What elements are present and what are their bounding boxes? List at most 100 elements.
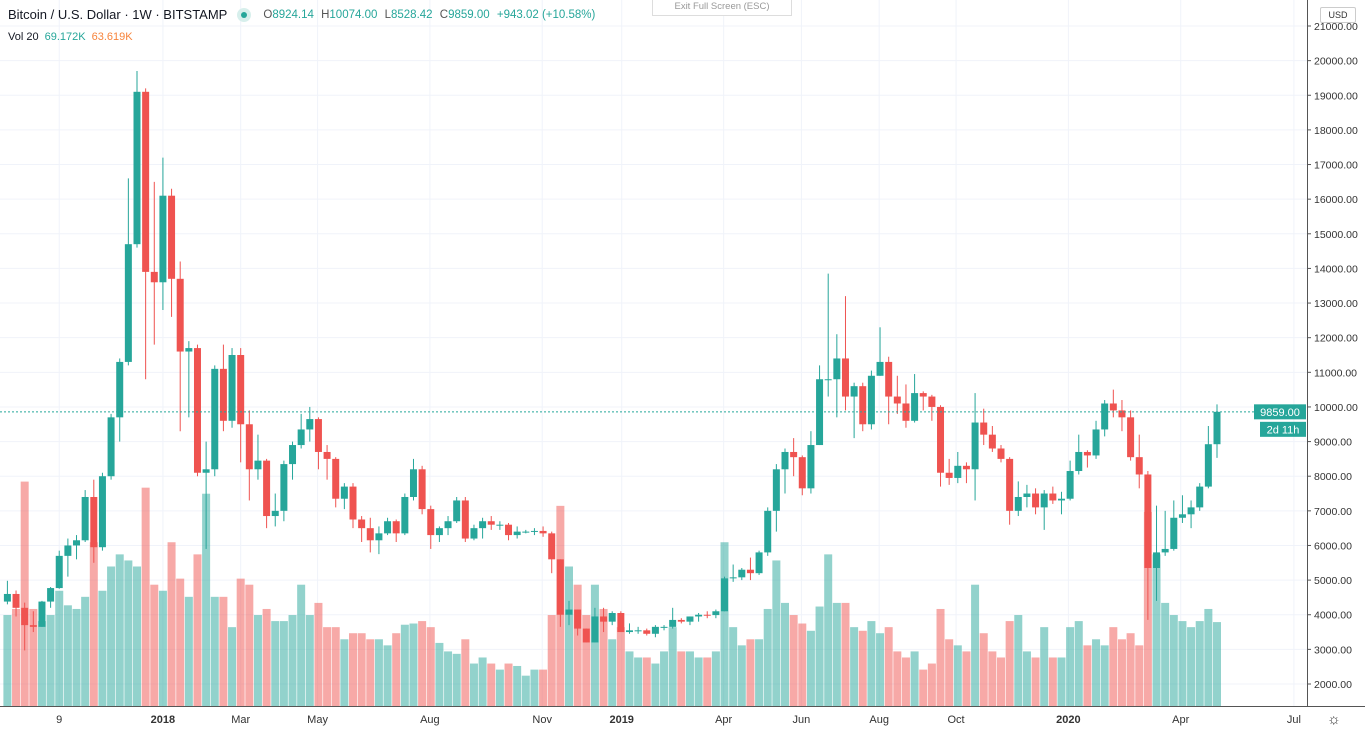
volume-value: 69.172K (44, 31, 86, 43)
volume-bar (919, 669, 928, 706)
volume-bar (409, 623, 418, 706)
y-tick-label: 16000.00 (1314, 194, 1358, 206)
volume-bar (305, 615, 314, 706)
symbol-title[interactable]: Bitcoin / U.S. Dollar · 1W · BITSTAMP (8, 7, 228, 22)
x-tick-label: 9 (56, 714, 62, 726)
x-tick-label: Apr (1172, 714, 1189, 726)
candle-body (81, 496, 89, 541)
candle-body (937, 406, 945, 473)
candle-body (1213, 411, 1221, 445)
candle-body (470, 528, 478, 539)
candle-body (185, 348, 193, 352)
x-tick-label: Jul (1287, 714, 1301, 726)
x-tick-label: Aug (869, 714, 889, 726)
volume-bar (374, 639, 383, 706)
candle-body (453, 500, 461, 522)
volume-bar (37, 621, 46, 706)
volume-bar (997, 657, 1005, 706)
volume-bar (236, 578, 245, 706)
volume-bar (660, 651, 669, 706)
candle-body (625, 630, 633, 633)
candle-body (1109, 403, 1117, 411)
candle-body (669, 619, 677, 627)
bar-countdown-tag (1260, 421, 1306, 437)
candle-body (444, 521, 452, 529)
candle-body (1187, 507, 1195, 515)
volume-bar (634, 657, 643, 706)
candle-body (1032, 493, 1040, 508)
candle-body (867, 375, 875, 425)
y-tick-label: 2000.00 (1314, 679, 1352, 691)
candle-body (1023, 493, 1031, 497)
volume-bar (1066, 627, 1075, 706)
volume-bar (590, 584, 599, 706)
volume-bar (366, 639, 375, 706)
candle-body (824, 379, 832, 381)
candle-body (1170, 517, 1178, 549)
y-tick-label: 19000.00 (1314, 90, 1358, 102)
volume-bar (12, 608, 21, 706)
candle-body (427, 509, 435, 536)
volume-label[interactable]: Vol 20 (8, 31, 39, 43)
gear-icon[interactable]: ☼ (1327, 711, 1341, 728)
volume-bar (582, 615, 591, 706)
volume-bar (184, 596, 193, 706)
candle-body (245, 424, 253, 470)
time-axis[interactable]: 9 2018 Mar May Aug Nov 2019 Apr Jun Aug Oct 2020 Apr… (0, 706, 1365, 733)
candle-body (565, 609, 573, 615)
candle-body (55, 555, 63, 589)
y-tick-label: 13000.00 (1314, 298, 1358, 310)
candle-body (314, 419, 322, 452)
price-axis[interactable]: 2000.00 3000.00 4000.00 5000.00 6000.00 7000.… (1307, 0, 1365, 706)
candle-body (530, 530, 538, 532)
candle-body (608, 613, 616, 622)
currency-label[interactable]: USD (1320, 7, 1356, 23)
candle-body (1006, 458, 1014, 511)
volume-bar (876, 633, 885, 706)
volume-bar (504, 663, 513, 706)
candle-body (271, 510, 279, 517)
candle-body (850, 386, 858, 397)
volume-bar (729, 627, 738, 706)
x-tick-label: Aug (420, 714, 440, 726)
candle-body (695, 614, 703, 617)
candle-body (548, 533, 556, 560)
ohlc-values: O8924.14 H10074.00 L8528.42 C9859.00 +94… (263, 9, 599, 21)
candle-body (1014, 496, 1022, 511)
candle-body (1118, 410, 1126, 418)
x-tick-label: Jun (793, 714, 811, 726)
y-tick-label: 9000.00 (1314, 437, 1352, 449)
y-tick-label: 17000.00 (1314, 160, 1358, 172)
candle-body (323, 451, 331, 459)
volume-bar (357, 633, 366, 706)
candle-body (1040, 493, 1048, 508)
candle-body (954, 465, 962, 478)
candle-body (643, 630, 651, 634)
candle-body (1083, 451, 1091, 456)
exit-fullscreen-button[interactable]: Exit Full Screen (ESC) (652, 0, 792, 16)
candle-body (928, 396, 936, 407)
volume-bar (81, 596, 90, 706)
y-tick-label: 11000.00 (1314, 367, 1357, 379)
volume-bar (711, 651, 720, 706)
volume-bar (530, 669, 539, 706)
low-label: L (384, 8, 391, 21)
volume-bar (1040, 627, 1049, 706)
volume-bar (1169, 615, 1178, 706)
x-tick-label: 2018 (151, 714, 175, 726)
volume-bar (210, 596, 219, 706)
volume-bar (400, 624, 409, 706)
symbol-legend: Bitcoin / U.S. Dollar · 1W · BITSTAMP O8… (8, 7, 599, 22)
candle-body (764, 510, 772, 553)
candle-body (841, 358, 849, 397)
volume-bar (115, 554, 124, 706)
candle-body (859, 386, 867, 425)
volume-bar (953, 645, 962, 706)
candle-body (893, 396, 901, 404)
volume-bar (487, 663, 496, 706)
candle-body (1049, 493, 1057, 501)
candle-body (781, 451, 789, 470)
close-value: 9859.00 (448, 8, 490, 21)
volume-bar (55, 590, 64, 706)
